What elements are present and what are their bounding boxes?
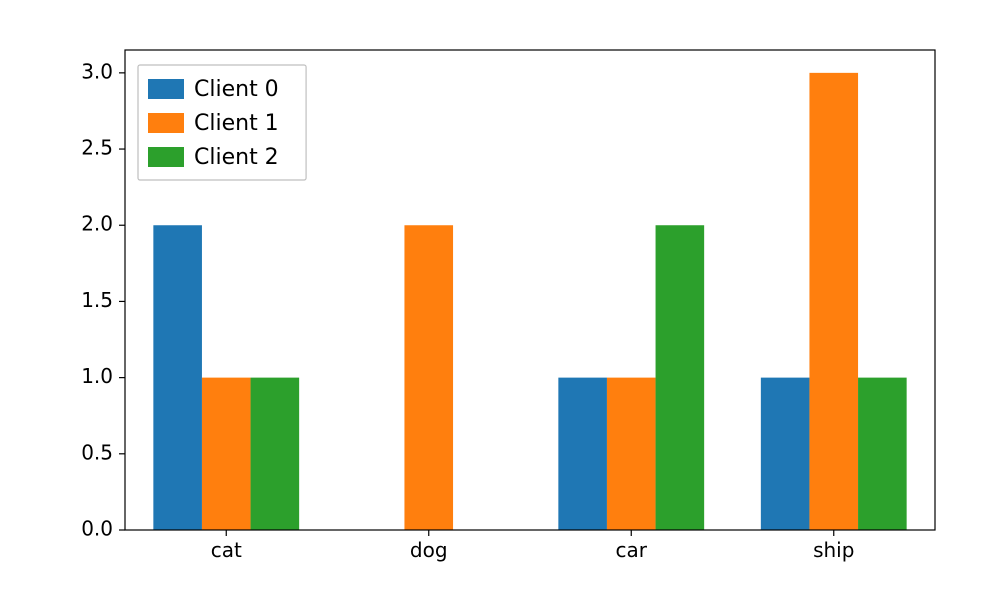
- y-tick-label: 1.0: [81, 364, 113, 388]
- y-tick-label: 0.0: [81, 517, 113, 541]
- chart-container: 0.0 0.5 1.0 1.5 2.0 2.5 3.0 cat dog car ship Client…: [0, 0, 1000, 600]
- bar-client-2-car: [656, 225, 705, 530]
- x-tick-label: car: [616, 538, 648, 562]
- bar-client-2-ship: [858, 378, 907, 530]
- bar-client-2-cat: [251, 378, 300, 530]
- y-tick-label: 3.0: [81, 59, 113, 83]
- legend-swatch: [148, 147, 184, 167]
- bar-client-0-cat: [153, 225, 202, 530]
- bar-client-1-cat: [202, 378, 251, 530]
- y-tick-label: 0.5: [81, 440, 113, 464]
- y-tick-label: 2.5: [81, 136, 113, 160]
- legend-label: Client 1: [194, 111, 279, 136]
- bar-client-0-ship: [761, 378, 810, 530]
- y-tick-label: 1.5: [81, 288, 113, 312]
- bar-client-1-car: [607, 378, 656, 530]
- legend-swatch: [148, 79, 184, 99]
- x-tick-label: ship: [813, 538, 854, 562]
- x-tick-label: dog: [410, 538, 448, 562]
- bar-client-1-ship: [809, 73, 858, 530]
- legend: Client 0 Client 1 Client 2: [138, 65, 306, 180]
- legend-label: Client 2: [194, 145, 279, 170]
- legend-label: Client 0: [194, 77, 279, 102]
- x-tick-label: cat: [211, 538, 242, 562]
- legend-swatch: [148, 113, 184, 133]
- y-tick-label: 2.0: [81, 212, 113, 236]
- bar-client-0-car: [558, 378, 607, 530]
- bar-client-1-dog: [404, 225, 453, 530]
- grouped-bar-chart: 0.0 0.5 1.0 1.5 2.0 2.5 3.0 cat dog car ship Client…: [0, 0, 1000, 600]
